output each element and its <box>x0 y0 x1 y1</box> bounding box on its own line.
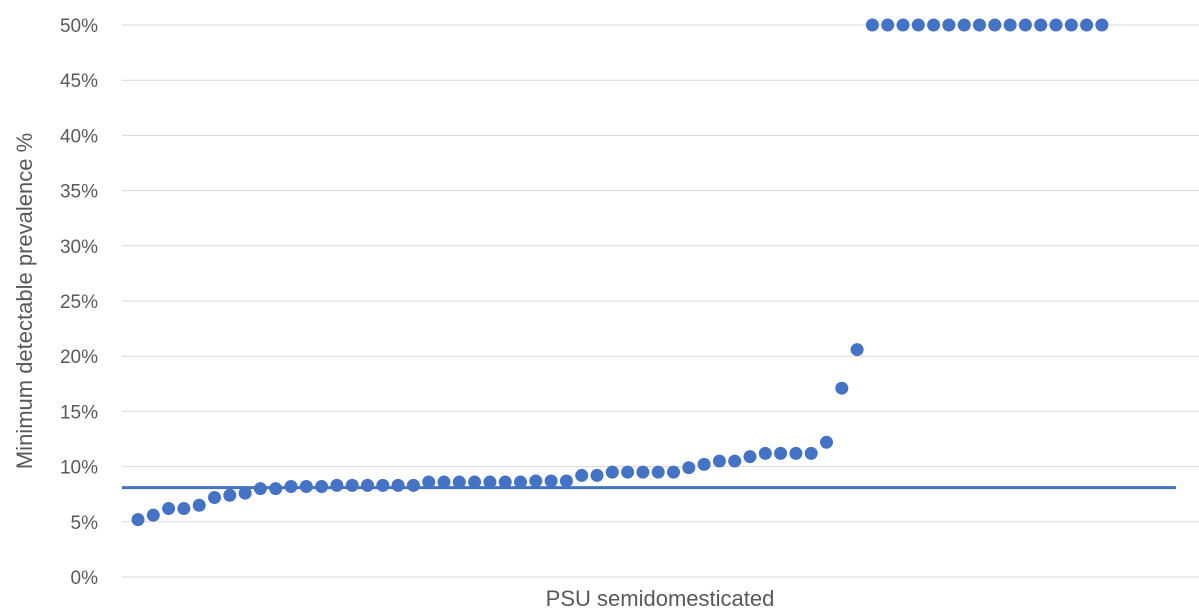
data-point <box>529 474 543 488</box>
data-point <box>728 454 742 468</box>
data-point <box>712 454 726 468</box>
data-point <box>881 18 895 32</box>
data-point <box>988 18 1002 32</box>
data-point <box>559 474 573 488</box>
data-point <box>911 18 925 32</box>
data-point <box>544 474 558 488</box>
y-tick-label: 35% <box>60 182 98 203</box>
data-point <box>406 478 420 492</box>
data-point <box>697 457 711 471</box>
data-point <box>1018 18 1032 32</box>
y-tick-label: 30% <box>60 237 98 258</box>
data-point <box>743 450 757 464</box>
data-point <box>1003 18 1017 32</box>
data-point <box>1049 18 1063 32</box>
y-tick-label: 15% <box>60 402 98 423</box>
data-point <box>636 465 650 479</box>
data-point <box>146 508 160 522</box>
data-point <box>590 468 604 482</box>
data-point <box>774 446 788 460</box>
data-point <box>361 478 374 492</box>
y-tick-label: 0% <box>71 568 99 589</box>
data-point <box>651 465 665 479</box>
data-point <box>865 18 879 32</box>
data-point <box>223 488 237 502</box>
data-point <box>468 475 482 489</box>
data-point <box>789 446 803 460</box>
data-point <box>514 475 527 489</box>
data-point <box>177 502 191 516</box>
data-point <box>804 446 818 460</box>
data-point <box>208 491 221 505</box>
y-tick-label: 5% <box>71 513 99 534</box>
data-point <box>315 479 329 493</box>
y-tick-label: 10% <box>60 458 98 479</box>
data-point <box>345 478 359 492</box>
data-point <box>575 468 589 482</box>
data-point <box>391 478 405 492</box>
data-point <box>850 343 864 357</box>
data-point <box>452 475 466 489</box>
data-point <box>605 465 619 479</box>
gridlines <box>122 24 1199 578</box>
data-points <box>131 18 1109 527</box>
data-point <box>927 18 941 32</box>
data-point <box>498 475 512 489</box>
data-point <box>1095 18 1109 32</box>
data-point <box>896 18 910 32</box>
data-point <box>238 486 252 500</box>
y-tick-label: 50% <box>60 16 98 37</box>
data-point <box>621 465 635 479</box>
data-point <box>376 478 390 492</box>
data-point <box>162 502 176 516</box>
data-point <box>682 461 696 475</box>
data-point <box>422 475 436 489</box>
data-point <box>835 381 849 395</box>
data-point <box>1034 18 1048 32</box>
data-point <box>131 513 145 527</box>
data-point <box>957 18 971 32</box>
data-point <box>437 475 451 489</box>
data-point <box>284 479 298 493</box>
data-point <box>758 446 772 460</box>
y-tick-label: 25% <box>60 292 98 313</box>
y-tick-label: 20% <box>60 347 98 368</box>
data-point <box>942 18 956 32</box>
data-point <box>269 482 283 496</box>
data-point <box>192 498 206 512</box>
data-point <box>483 475 497 489</box>
y-tick-label: 40% <box>60 126 98 147</box>
data-point <box>253 482 267 496</box>
y-axis-ticks: 0% 5% 10% 15% 20% 25% 30% 35% 40% 45% 50% <box>60 16 98 589</box>
data-point <box>973 18 986 32</box>
data-point <box>1064 18 1078 32</box>
data-point <box>667 465 680 479</box>
data-point <box>1080 18 1094 32</box>
y-tick-label: 45% <box>60 71 98 92</box>
data-point <box>820 435 833 449</box>
y-axis-title: Minimum detectable prevalence % <box>12 133 37 469</box>
data-point <box>299 479 313 493</box>
data-point <box>330 478 344 492</box>
x-axis-title: PSU semidomesticated <box>546 586 775 611</box>
